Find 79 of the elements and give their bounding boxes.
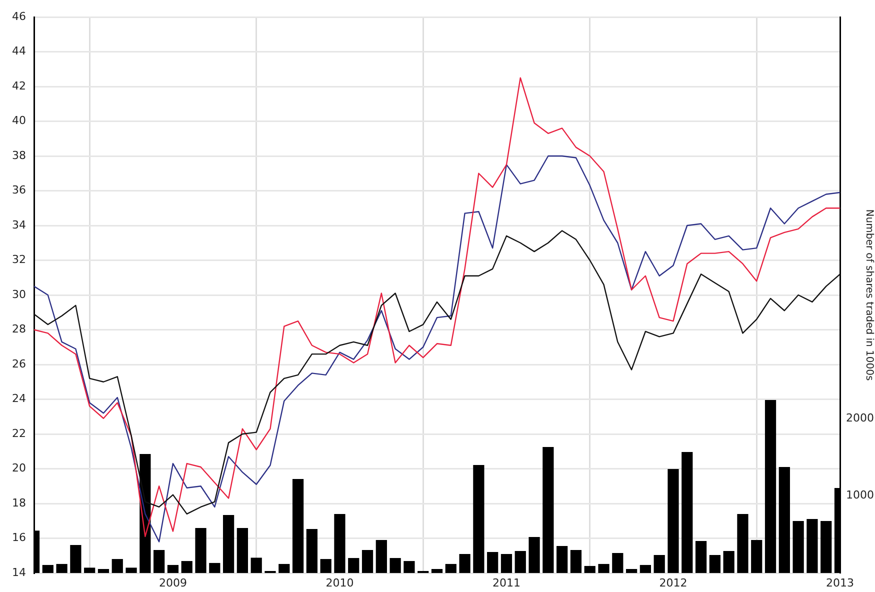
bar [820, 520, 832, 573]
bar [167, 564, 179, 573]
bar [514, 550, 526, 573]
x-tick-label: 2012 [659, 576, 688, 590]
bar [209, 562, 220, 573]
x-tick-label: 2010 [326, 576, 354, 590]
bar [431, 568, 443, 573]
y-tick-label: 16 [12, 531, 26, 544]
y-tick-label: 38 [12, 148, 26, 162]
y-tick-label: 20 [12, 462, 26, 475]
y-tick-label: 40 [12, 114, 26, 128]
y-tick-label: 28 [12, 322, 26, 336]
bar [42, 564, 54, 573]
bar [84, 568, 96, 573]
y2-tick-label: 1000 [846, 488, 874, 502]
bar [126, 568, 137, 573]
bar [112, 559, 123, 573]
bar [806, 518, 818, 573]
y2-axis-title: Number of shares traded in 1000s [863, 209, 874, 381]
bar [792, 520, 804, 573]
bar [487, 552, 498, 573]
bar [473, 464, 484, 573]
bar [348, 558, 360, 573]
bar [556, 546, 568, 573]
bar [528, 537, 540, 573]
bar [764, 400, 776, 573]
bar [376, 540, 387, 573]
bar [195, 528, 206, 573]
bar [334, 514, 346, 573]
bar [654, 555, 665, 573]
bar [236, 528, 248, 573]
y-tick-label: 32 [12, 253, 26, 266]
bar [778, 466, 790, 573]
bar [222, 515, 234, 573]
bar [292, 478, 304, 573]
y-tick-label: 46 [12, 10, 26, 23]
x-tick-label: 2013 [826, 576, 854, 590]
y-tick-label: 24 [12, 392, 26, 406]
bar [737, 514, 748, 573]
bar [668, 468, 679, 573]
bar [278, 564, 290, 573]
y-tick-label: 18 [12, 496, 26, 510]
y-tick-label: 42 [12, 79, 26, 92]
bar [709, 555, 720, 573]
bar [695, 541, 707, 573]
bar [542, 446, 554, 573]
y-tick-label: 26 [12, 357, 26, 370]
bar [390, 558, 401, 573]
bar [598, 564, 610, 573]
y-tick-label: 14 [12, 566, 26, 579]
bar [306, 528, 318, 573]
bar [723, 550, 734, 573]
bar [584, 566, 596, 573]
bar [362, 550, 374, 573]
bar [320, 559, 332, 573]
x-tick-label: 2009 [158, 576, 187, 590]
bar [751, 540, 762, 573]
y-tick-label: 22 [12, 426, 26, 440]
y-tick-label: 44 [12, 44, 26, 58]
bar [612, 553, 624, 573]
bar [500, 554, 512, 573]
x-tick-label: 2011 [492, 576, 520, 590]
bar [682, 452, 693, 573]
bar [56, 564, 68, 573]
y2-tick-label: 2000 [846, 411, 874, 424]
bar [70, 544, 82, 573]
bar [570, 550, 582, 573]
bar [459, 554, 470, 573]
bar [445, 564, 456, 573]
y-tick-label: 34 [12, 218, 26, 232]
bar [250, 558, 262, 573]
y-tick-label: 36 [12, 184, 26, 197]
bar [404, 561, 415, 573]
bar [640, 564, 652, 573]
bar [154, 550, 165, 573]
bar [181, 561, 192, 573]
y-tick-label: 30 [12, 288, 26, 301]
bar [98, 568, 110, 573]
bar [626, 568, 638, 573]
